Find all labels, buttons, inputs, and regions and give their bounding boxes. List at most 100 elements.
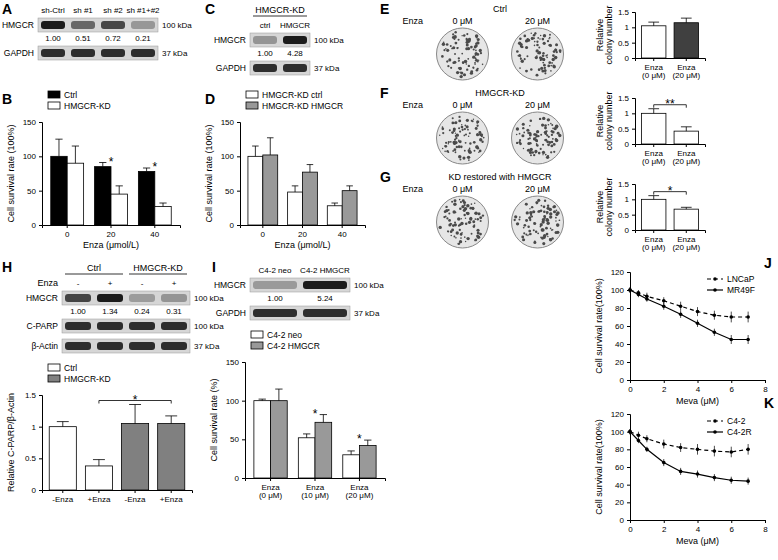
y-axis-tick: 120 — [611, 268, 630, 277]
colony — [544, 131, 547, 134]
legend-swatch — [251, 331, 263, 338]
blot-strip — [62, 291, 190, 305]
x-axis-tick: +Enza — [160, 490, 183, 504]
bars — [51, 139, 171, 225]
colony — [448, 212, 450, 214]
column-label: 20 μM — [525, 184, 550, 194]
colony — [544, 124, 547, 127]
error-bar — [686, 18, 687, 23]
colonies — [516, 117, 562, 159]
column-label: 20 μM — [525, 16, 550, 26]
colony — [552, 130, 555, 133]
colony — [466, 212, 470, 216]
colony — [466, 38, 468, 40]
y-axis-tick-label: 120 — [611, 410, 625, 419]
colony — [454, 221, 456, 223]
colony — [521, 45, 524, 48]
bar — [642, 199, 666, 230]
error-cap — [347, 450, 354, 451]
bar — [158, 424, 185, 491]
colony — [555, 231, 558, 234]
blot-strip — [38, 18, 158, 32]
colony — [552, 206, 554, 208]
y-axis-tick-label: 0 — [32, 486, 37, 495]
y-axis-line — [627, 273, 631, 381]
y-axis-tick-label: 120 — [611, 268, 625, 277]
marker — [662, 461, 666, 465]
colony — [480, 220, 482, 222]
x-axis: Enza(0 μM)Enza(10 μM)Enza(20 μM) — [246, 478, 386, 500]
marker — [729, 450, 733, 454]
x-tick-label-line: (20 μM) — [672, 157, 700, 166]
colony — [559, 49, 562, 52]
y-axis-tick-label: 20 — [615, 498, 624, 507]
error-cap — [346, 185, 353, 186]
error-cap — [99, 162, 106, 163]
colony — [536, 144, 538, 146]
blot-strip — [62, 339, 190, 353]
bar — [263, 155, 278, 225]
x-tick-label-line: Enza — [677, 149, 696, 158]
colony — [518, 218, 520, 220]
colony — [453, 141, 455, 143]
legend-marker — [713, 430, 717, 434]
colony — [544, 69, 547, 72]
x-axis-tick-label: Enza(20 μM) — [672, 63, 700, 81]
colony — [547, 155, 549, 157]
y-axis-tick-label: 1 — [625, 23, 630, 32]
bar — [315, 422, 332, 478]
colony — [533, 229, 535, 231]
colony — [452, 210, 455, 213]
colony — [526, 129, 529, 132]
colony — [525, 219, 528, 222]
colony — [523, 232, 525, 234]
row-label: Enza — [402, 184, 423, 194]
y-axis-tick: 150 — [221, 118, 240, 127]
marker — [729, 338, 733, 342]
panel-letter: F — [380, 85, 389, 101]
marker — [696, 472, 700, 476]
band — [303, 281, 347, 289]
colony — [536, 203, 538, 205]
colony — [525, 203, 528, 206]
colony — [468, 221, 471, 224]
colony — [524, 224, 527, 227]
colony — [541, 228, 544, 231]
band-name: HMGCR — [26, 293, 58, 303]
colony — [546, 218, 549, 221]
band-name: β-Actin — [31, 341, 58, 351]
group-label: HMGCR-KD — [133, 263, 183, 273]
y-axis-tick-mark — [627, 326, 630, 327]
colony — [537, 37, 539, 39]
error-bar — [323, 415, 324, 423]
annotation: * — [133, 393, 138, 407]
dish — [512, 28, 564, 80]
colony — [466, 204, 469, 207]
colony — [547, 143, 550, 146]
colony — [536, 140, 538, 142]
legend-label: HMGCR-KD — [64, 101, 111, 111]
colony — [516, 142, 518, 144]
y-axis-tick: 0.5 — [618, 39, 635, 48]
blot-strip — [250, 33, 310, 47]
colony — [476, 145, 478, 147]
y-axis: 00.511.5 — [618, 94, 636, 149]
band-value: 0.72 — [105, 34, 121, 43]
colony — [536, 41, 538, 43]
panel-blot: Ash-Ctrlsh #1sh #2sh #1+#2HMGCR100 kDa1.… — [2, 1, 192, 60]
marker — [637, 433, 641, 437]
colony — [554, 127, 557, 130]
colony — [543, 64, 546, 67]
colony — [466, 119, 469, 122]
x-axis-tick: Enza(20 μM) — [672, 58, 700, 80]
colony — [552, 138, 554, 140]
colony — [451, 228, 454, 231]
error-cap — [364, 440, 371, 441]
x-axis-tick: 2 — [662, 380, 667, 394]
lane-label: sh #1 — [73, 6, 93, 15]
colony — [553, 205, 556, 208]
error-bar — [351, 451, 352, 455]
band — [129, 322, 155, 330]
bars — [642, 18, 699, 58]
colony — [458, 60, 460, 62]
